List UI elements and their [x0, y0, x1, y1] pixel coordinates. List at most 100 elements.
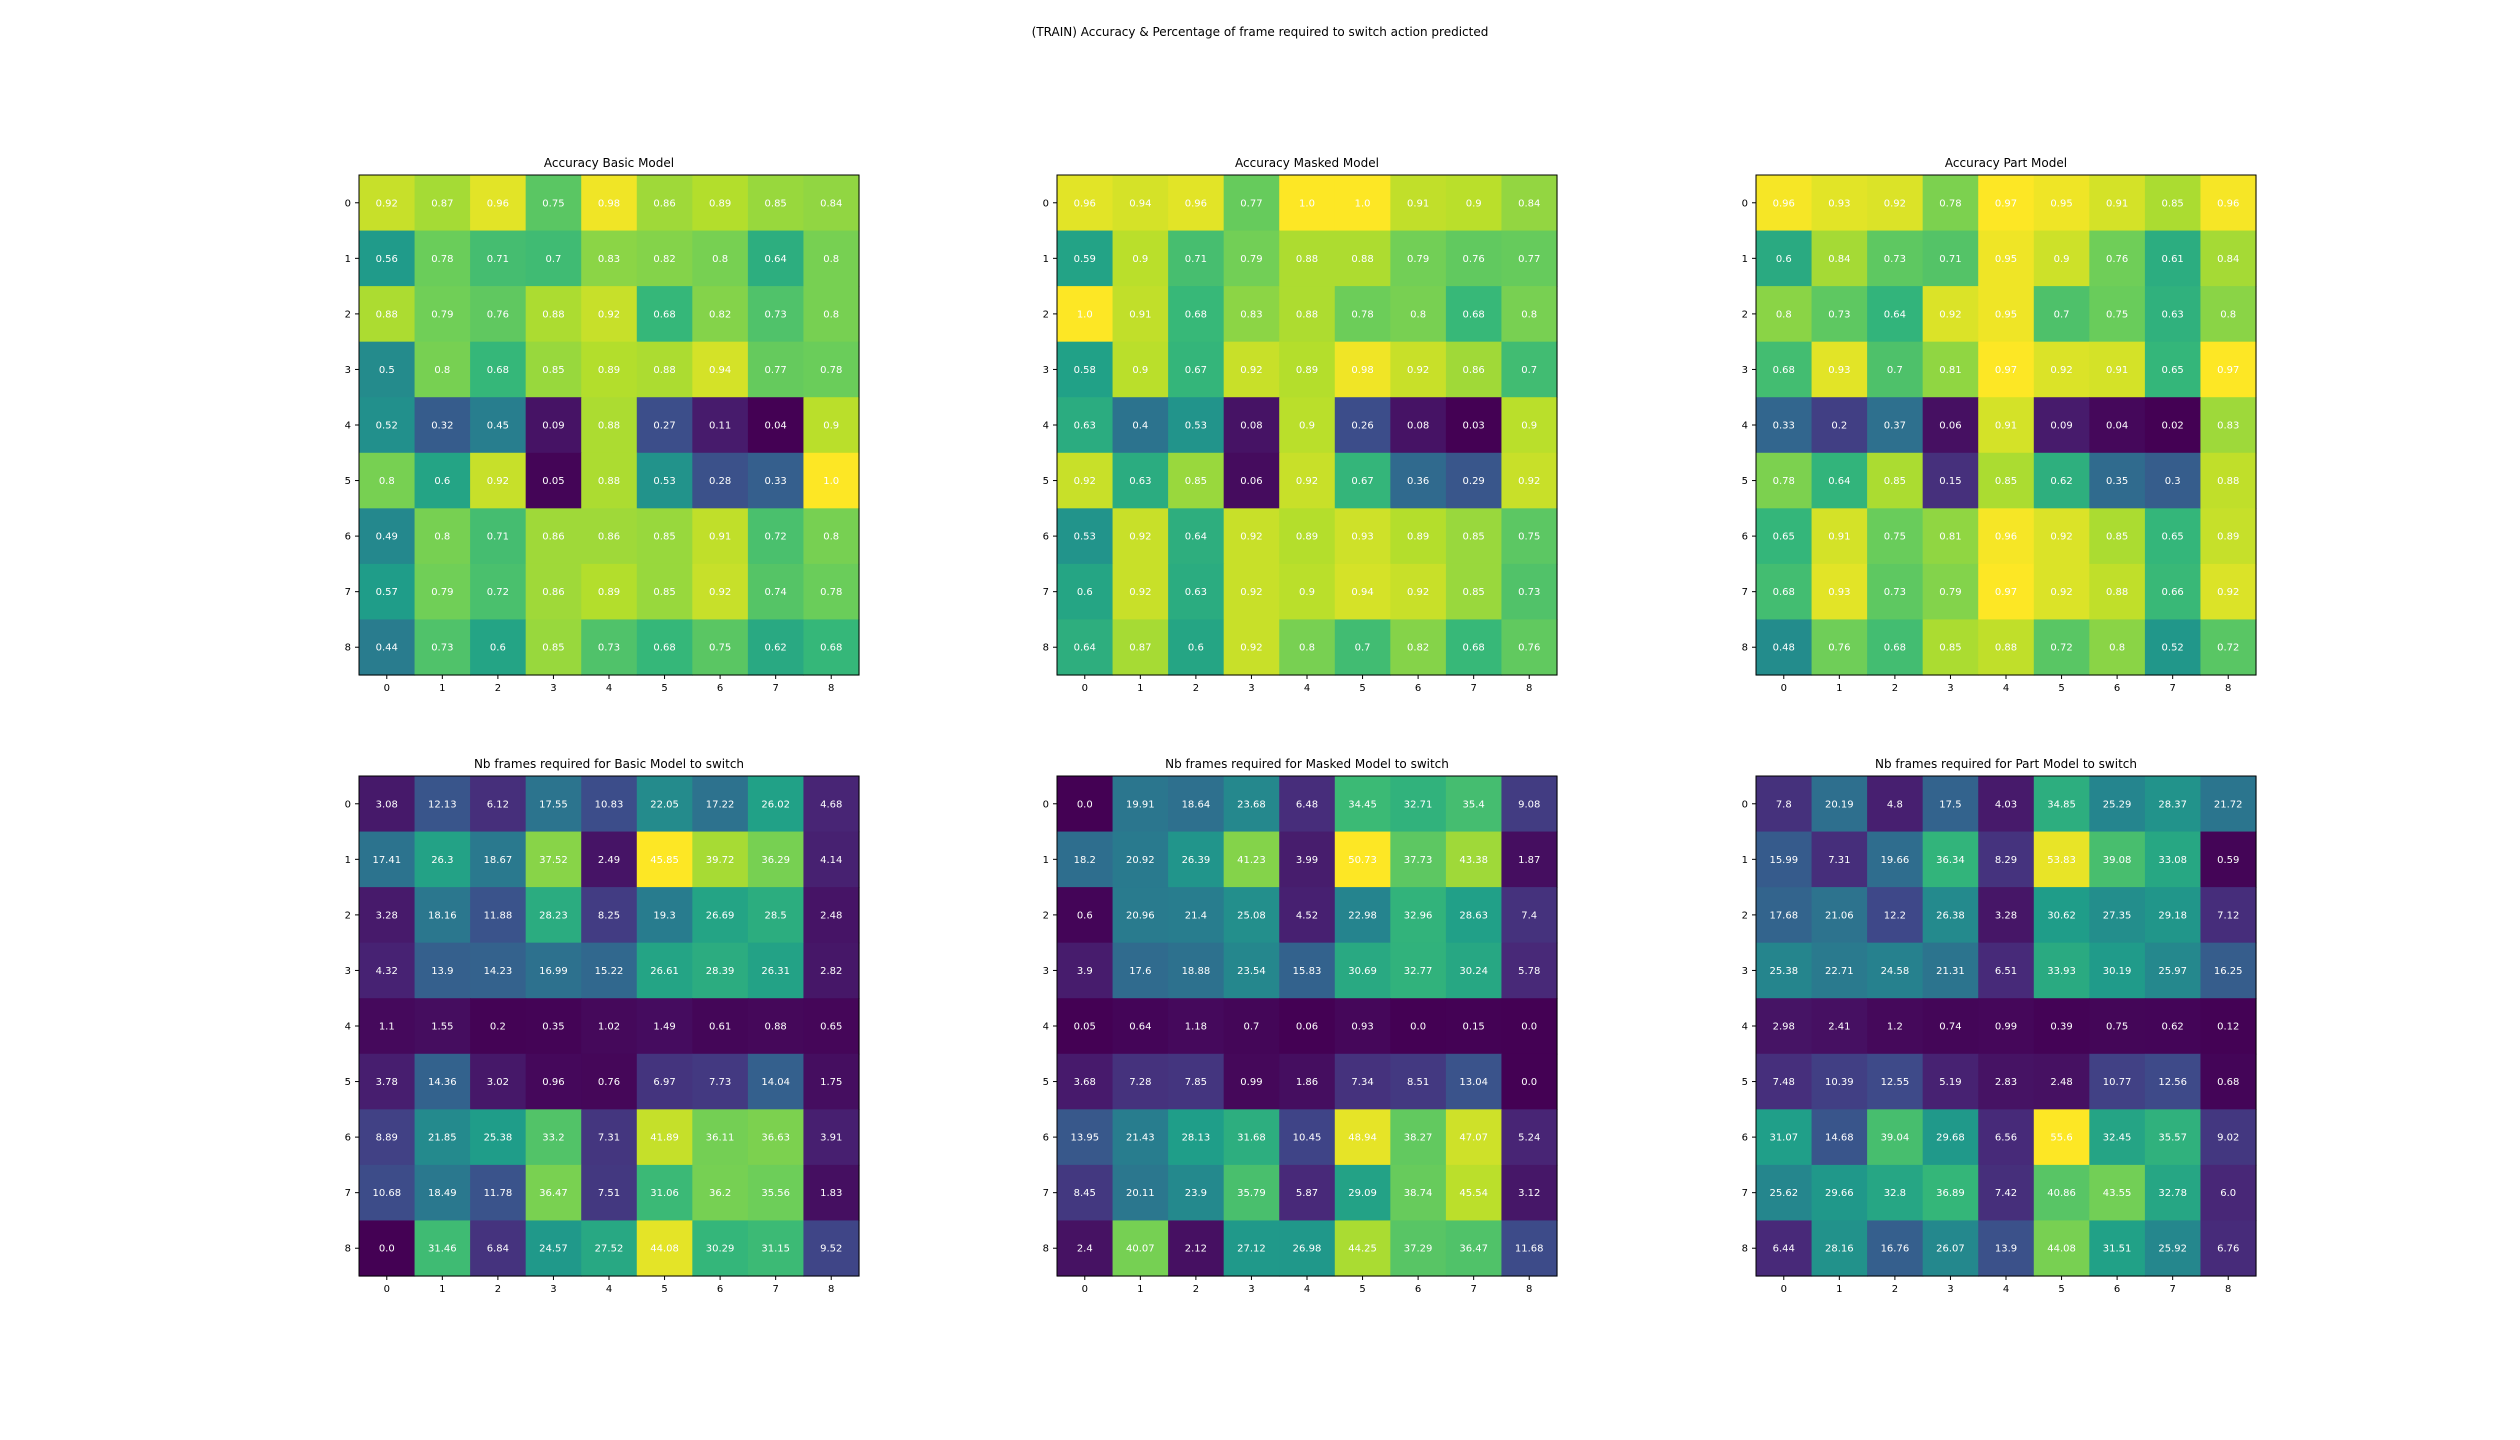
- heatmap-cell: [525, 397, 582, 454]
- heatmap-cell: [1223, 563, 1280, 621]
- heatmap-cell: [414, 1053, 471, 1110]
- cell-label: 0.28: [709, 476, 731, 487]
- cell-label: 0.65: [2162, 365, 2184, 376]
- heatmap-cell: [2033, 1164, 2090, 1222]
- cell-label: 25.62: [1769, 1188, 1798, 1199]
- cell-label: 0.94: [1129, 198, 1151, 209]
- heatmap-cell: [692, 452, 749, 509]
- y-tick-label: 3: [1742, 365, 1748, 376]
- heatmap-cell: [359, 1220, 416, 1277]
- x-tick-label: 7: [1470, 683, 1476, 694]
- heatmap-cell: [1501, 230, 1558, 287]
- heatmap-cell: [1279, 1164, 1336, 1222]
- heatmap-cell: [803, 508, 860, 565]
- cell-label: 31.68: [1237, 1133, 1266, 1144]
- heatmap-cell: [1756, 397, 1813, 454]
- heatmap-cell: [1112, 619, 1169, 676]
- heatmap-cell: [1168, 942, 1225, 999]
- cell-label: 0.78: [820, 365, 842, 376]
- cell-label: 36.29: [761, 855, 790, 866]
- cell-label: 0.75: [542, 198, 564, 209]
- heatmap-cell: [692, 1109, 749, 1166]
- heatmap-cell: [359, 508, 416, 565]
- y-tick-label: 1: [1043, 254, 1049, 265]
- heatmap-cell: [1756, 563, 1813, 621]
- cell-label: 30.19: [2103, 966, 2132, 977]
- x-tick-label: 0: [1082, 683, 1088, 694]
- heatmap-cell: [1867, 887, 1924, 944]
- heatmap-cell: [1501, 508, 1558, 565]
- cell-label: 0.89: [1296, 532, 1318, 543]
- heatmap-cell: [1811, 942, 1868, 999]
- heatmap-cell: [1223, 1053, 1280, 1110]
- y-tick-label: 3: [1742, 966, 1748, 977]
- cell-label: 0.71: [1939, 254, 1961, 265]
- cell-label: 29.68: [1936, 1133, 1965, 1144]
- heatmap-cell: [2089, 1109, 2146, 1166]
- heatmap-cell: [1112, 452, 1169, 509]
- cell-label: 14.23: [484, 966, 513, 977]
- cell-label: 41.89: [650, 1133, 679, 1144]
- cell-label: 7.42: [1995, 1188, 2017, 1199]
- heatmap-cell: [747, 1164, 805, 1222]
- heatmap-cell: [2200, 887, 2257, 944]
- cell-label: 48.94: [1348, 1133, 1377, 1144]
- heatmap-cell: [692, 1053, 749, 1110]
- cell-label: 0.0: [1521, 1022, 1537, 1033]
- cell-label: 21.43: [1126, 1133, 1155, 1144]
- heatmap-cell: [1922, 1164, 1979, 1222]
- heatmap-cell: [1978, 942, 2035, 999]
- heatmap-cell: [1112, 508, 1169, 565]
- cell-label: 0.93: [1351, 532, 1373, 543]
- cell-label: 7.48: [1773, 1077, 1795, 1088]
- heatmap-cell: [1501, 942, 1558, 999]
- cell-label: 1.49: [653, 1022, 675, 1033]
- heatmap-cell: [1334, 831, 1391, 888]
- heatmap-cell: [1279, 887, 1336, 944]
- cell-label: 0.05: [1074, 1022, 1096, 1033]
- heatmap-cell: [1057, 776, 1114, 833]
- heatmap-cell: [1057, 230, 1114, 287]
- cell-label: 17.68: [1769, 910, 1798, 921]
- cell-label: 10.45: [1293, 1133, 1322, 1144]
- heatmap-cell: [803, 998, 860, 1055]
- heatmap-cell: [1057, 175, 1114, 232]
- cell-label: 0.88: [1995, 643, 2017, 654]
- heatmap-cell: [1922, 1053, 1979, 1110]
- heatmap-cell: [1279, 286, 1336, 343]
- cell-label: 12.2: [1884, 910, 1906, 921]
- heatmap-cell: [1112, 397, 1169, 454]
- heatmap-cell: [1978, 563, 2035, 621]
- cell-label: 0.97: [1995, 365, 2017, 376]
- heatmap-cell: [636, 508, 693, 565]
- cell-label: 0.79: [431, 587, 453, 598]
- heatmap-cell: [1279, 175, 1336, 232]
- heatmap-cell: [2144, 397, 2202, 454]
- cell-label: 0.9: [1521, 421, 1537, 432]
- x-tick-label: 1: [1137, 683, 1143, 694]
- heatmap-cell: [747, 1109, 805, 1166]
- heatmap-cell: [1756, 1053, 1813, 1110]
- cell-label: 12.13: [428, 799, 457, 810]
- cell-label: 11.68: [1515, 1244, 1544, 1255]
- cell-label: 47.07: [1459, 1133, 1488, 1144]
- heatmap-cell: [1756, 230, 1813, 287]
- cell-label: 3.28: [1995, 910, 2017, 921]
- heatmap-cell: [636, 397, 693, 454]
- cell-label: 0.63: [1185, 587, 1207, 598]
- x-tick-label: 7: [2169, 683, 2175, 694]
- cell-label: 0.92: [2050, 587, 2072, 598]
- cell-label: 0.67: [1351, 476, 1373, 487]
- cell-label: 0.48: [1773, 643, 1795, 654]
- heatmap-cell: [414, 563, 471, 621]
- cell-label: 0.86: [542, 587, 564, 598]
- heatmap-cell: [581, 887, 638, 944]
- y-tick-label: 6: [345, 532, 351, 543]
- heatmap-cell: [1867, 1220, 1924, 1277]
- heatmap-cell: [1390, 1053, 1447, 1110]
- cell-label: 15.83: [1293, 966, 1322, 977]
- heatmap-cell: [803, 230, 860, 287]
- heatmap-cell: [803, 175, 860, 232]
